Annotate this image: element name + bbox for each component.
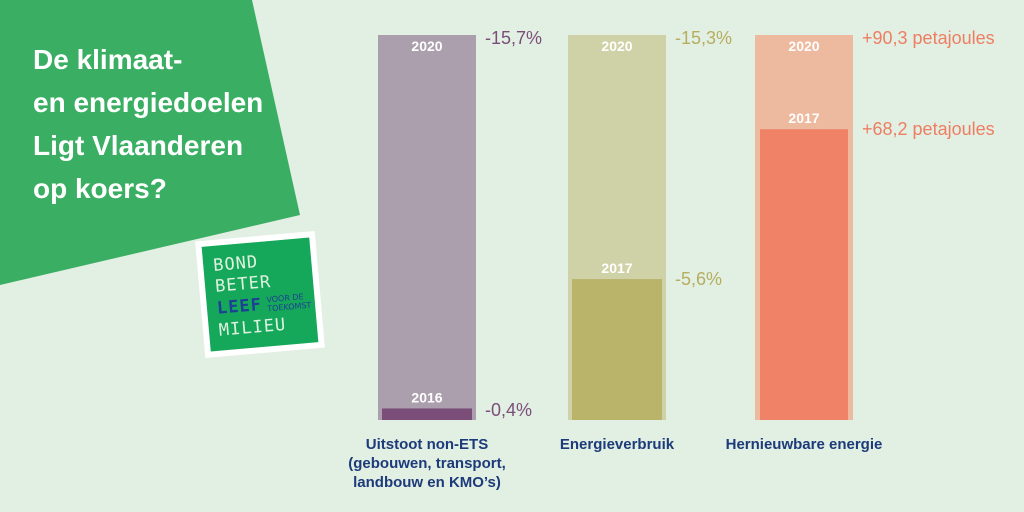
current-value-label: -0,4% [485, 400, 532, 420]
title-line-3: Ligt Vlaanderen [33, 130, 244, 161]
category-label-line: Uitstoot non-ETS [366, 436, 488, 453]
current-bar-1 [382, 408, 472, 420]
title-line-4: op koers? [33, 173, 167, 204]
current-year-label: 2017 [788, 110, 819, 126]
current-value-label: -5,6% [675, 269, 722, 289]
current-bar-2 [572, 279, 662, 420]
current-value-label: +68,2 petajoules [862, 119, 995, 139]
banner-shape [0, 0, 300, 285]
target-year-label: 2020 [788, 38, 819, 54]
category-label-line: Energieverbruik [560, 436, 675, 453]
target-year-label: 2020 [601, 38, 632, 54]
target-value-label: +90,3 petajoules [862, 28, 995, 48]
category-label-line: (gebouwen, transport, [348, 455, 506, 472]
title-line-1: De klimaat- [33, 44, 183, 75]
category-label-line: landbouw en KMO’s) [353, 474, 501, 491]
current-year-label: 2017 [601, 260, 632, 276]
target-value-label: -15,3% [675, 28, 732, 48]
target-bar-1 [378, 35, 476, 420]
category-label-line: Hernieuwbare energie [726, 436, 883, 453]
current-bar-3 [760, 129, 848, 421]
target-value-label: -15,7% [485, 28, 542, 48]
target-year-label: 2020 [411, 38, 442, 54]
title-line-2: en energiedoelen [33, 87, 264, 118]
current-year-label: 2016 [411, 389, 442, 405]
